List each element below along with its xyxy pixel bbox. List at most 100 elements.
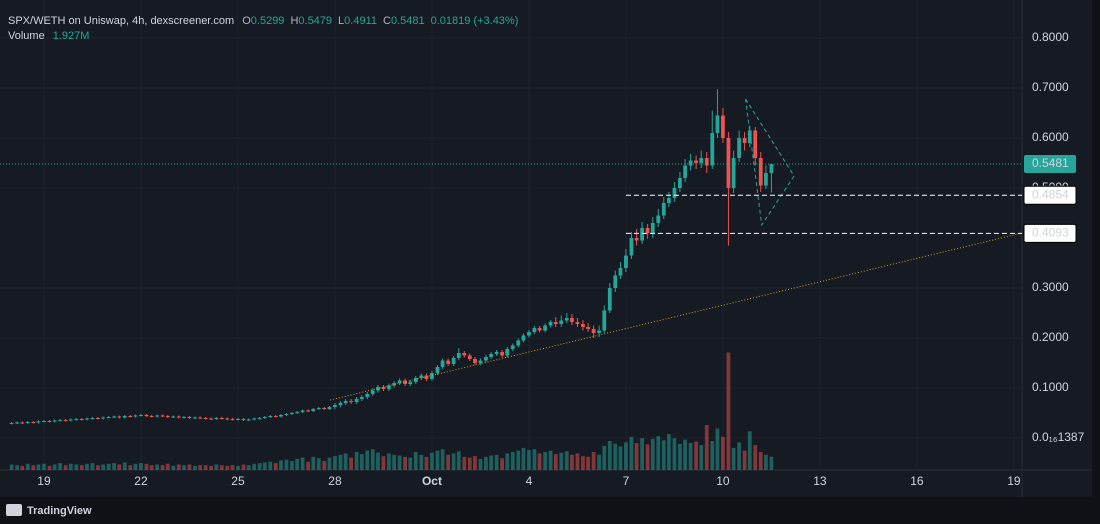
volume-bar (63, 465, 68, 470)
volume-bar (624, 442, 628, 470)
volume-bar (753, 445, 758, 470)
volume-bar (225, 465, 230, 470)
candle-body (155, 415, 160, 417)
candle-body (20, 422, 25, 424)
volume-bar (322, 461, 327, 470)
x-tick-label: 19 (1007, 474, 1021, 488)
volume-bar (532, 449, 537, 470)
candle-body (182, 417, 186, 418)
candle-body (198, 417, 203, 419)
volume-bar (678, 443, 682, 470)
candle-body (343, 401, 348, 403)
candle-body (710, 133, 715, 166)
volume-bar (731, 447, 736, 470)
candle-body (602, 310, 607, 331)
candle-body (354, 399, 359, 402)
price-label: 0.4854 (1032, 187, 1069, 201)
candle-body (90, 418, 95, 419)
candle-body (753, 130, 758, 158)
candle-body (570, 318, 574, 322)
volume-bar (106, 463, 111, 470)
volume-bar (133, 463, 138, 470)
volume-bar (128, 465, 133, 470)
volume-bar (68, 463, 73, 470)
volume-bar (424, 456, 429, 470)
x-tick-label: 22 (134, 474, 148, 488)
candle-body (575, 322, 580, 324)
candle-body (467, 355, 472, 359)
volume-bar (446, 454, 451, 470)
candle-body (548, 322, 553, 326)
volume-bar (737, 442, 741, 470)
price-label-box (1023, 185, 1077, 205)
candle-body (597, 330, 601, 333)
volume-legend: Volume 1.927M (8, 30, 89, 42)
volume-bar (699, 445, 704, 470)
candle-body (306, 410, 311, 412)
ohlc-key: O (242, 15, 251, 27)
candle-body (15, 422, 20, 424)
volume-bar (667, 434, 671, 470)
candle-body (381, 387, 386, 389)
candle-body (225, 418, 230, 420)
candle-body (316, 408, 321, 409)
candle-body (300, 410, 305, 412)
volume-bar (327, 457, 332, 470)
candle-body (241, 419, 246, 420)
volume-bar (236, 465, 240, 470)
y-tick-label: 0.8000 (1032, 30, 1069, 44)
candle-body (629, 238, 634, 256)
volume-bar (656, 436, 661, 470)
volume-bar (300, 457, 305, 470)
volume-bar (516, 450, 521, 470)
volume-bar (467, 457, 472, 470)
candle-body (500, 352, 504, 356)
ohlc-key: L (338, 15, 344, 27)
volume-bar (769, 456, 774, 470)
candle-body (295, 412, 300, 413)
candle-body (451, 358, 456, 364)
volume-bar (20, 465, 25, 470)
candle-body (101, 417, 106, 419)
candle-body (688, 160, 693, 166)
volume-bar (90, 463, 95, 470)
candle-body (484, 357, 488, 361)
volume-bar (117, 464, 122, 470)
volume-bar (381, 456, 386, 470)
volume-bar (721, 436, 725, 470)
volume-bar (456, 451, 461, 470)
x-tick-label: 28 (328, 474, 342, 488)
brand-name: TradingView (27, 505, 92, 517)
volume-bar (349, 457, 354, 470)
candle-body (510, 345, 515, 349)
volume-bar (85, 463, 89, 470)
volume-bar (257, 463, 262, 470)
volume-bar (553, 454, 558, 470)
volume-bar (376, 452, 380, 470)
candle-body (419, 375, 424, 378)
candle-body (715, 115, 720, 133)
volume-bar (392, 454, 397, 470)
candle-body (521, 335, 526, 341)
volume-bar (268, 461, 273, 470)
candle-body (230, 419, 235, 420)
volume-bar (112, 463, 117, 470)
candle-body (268, 416, 273, 417)
volume-bar (559, 452, 564, 470)
candle-body (47, 421, 52, 422)
candle-body (721, 115, 725, 138)
branding: TradingView (6, 504, 92, 517)
volume-bar (500, 458, 504, 470)
volume-bar (397, 455, 402, 470)
ohlc-key: C (383, 15, 391, 27)
candle-body (478, 360, 483, 363)
y-tick-label: 0.7000 (1032, 80, 1069, 94)
candle-body (543, 325, 547, 331)
volume-bar (176, 464, 181, 470)
triangle-pattern (745, 98, 795, 227)
volume-bar (672, 438, 677, 470)
legend-line: SPX/WETH on Uniswap, 4h, dexscreener.com… (8, 15, 518, 27)
candle-body (333, 405, 337, 407)
volume-bar (704, 425, 709, 470)
candle-body (370, 390, 375, 394)
